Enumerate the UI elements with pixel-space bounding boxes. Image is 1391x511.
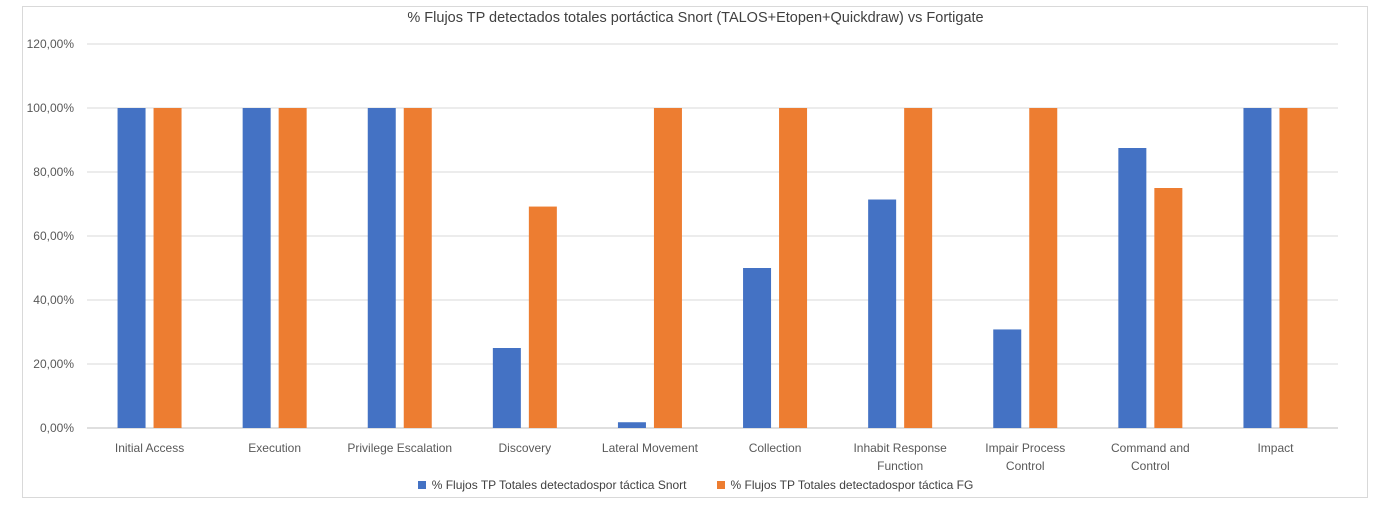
bar-fg [1154, 188, 1183, 428]
legend-swatch-snort [417, 481, 426, 489]
bar-fg [153, 108, 182, 428]
bar-fg [403, 108, 432, 428]
y-tick-label: 100,00% [27, 101, 75, 115]
bar-snort [1118, 148, 1147, 428]
bar-fg [278, 108, 307, 428]
legend-item-snort: % Flujos TP Totales detectadospor táctic… [417, 478, 687, 492]
x-tick-label: Lateral Movement [602, 441, 699, 455]
bar-fg [1279, 108, 1308, 428]
bar-fg [1029, 108, 1058, 428]
y-tick-label: 80,00% [33, 165, 74, 179]
legend: % Flujos TP Totales detectadospor táctic… [0, 478, 1391, 492]
bar-snort [617, 422, 646, 428]
x-tick-label: Command and Control [1111, 441, 1190, 473]
legend-label-snort: % Flujos TP Totales detectadospor táctic… [431, 478, 687, 492]
x-tick-label: Impact [1257, 441, 1294, 455]
x-tick-label: Execution [248, 441, 301, 455]
bar-snort [743, 268, 772, 428]
x-tick-label: Privilege Escalation [347, 441, 452, 455]
y-tick-label: 20,00% [33, 357, 74, 371]
bar-snort [1243, 108, 1272, 428]
y-tick-label: 120,00% [27, 37, 75, 51]
x-tick-label: Collection [749, 441, 802, 455]
bar-snort [993, 329, 1022, 428]
bar-fg [904, 108, 933, 428]
y-tick-label: 60,00% [33, 229, 74, 243]
chart-title: % Flujos TP detectados totales portáctic… [407, 10, 984, 26]
bar-fg [779, 108, 808, 428]
x-tick-label: Impair Process Control [985, 441, 1065, 473]
bar-fg [653, 108, 682, 428]
bar-snort [242, 108, 271, 428]
legend-label-fg: % Flujos TP Totales detectadospor táctic… [730, 478, 974, 492]
x-tick-label: Inhabit Response Function [853, 441, 947, 473]
bar-snort [492, 348, 521, 428]
bar-fg [528, 206, 557, 428]
legend-swatch-fg [716, 481, 725, 489]
y-tick-label: 40,00% [33, 293, 74, 307]
x-tick-label: Initial Access [115, 441, 184, 455]
bar-snort [117, 108, 146, 428]
y-tick-label: 0,00% [40, 421, 74, 435]
x-tick-label: Discovery [499, 441, 552, 455]
bar-snort [367, 108, 396, 428]
bar-snort [868, 199, 897, 428]
legend-item-fg: % Flujos TP Totales detectadospor táctic… [716, 478, 974, 492]
